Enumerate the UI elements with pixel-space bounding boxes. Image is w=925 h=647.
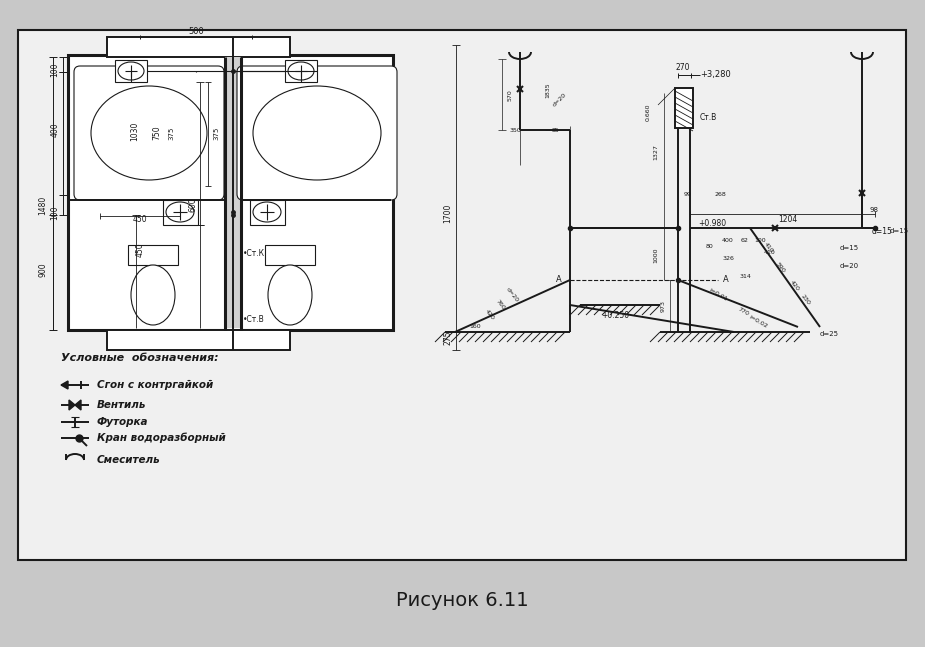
Text: Кран водоразборный: Кран водоразборный <box>97 433 226 443</box>
Text: 410: 410 <box>764 250 776 256</box>
Ellipse shape <box>166 202 194 222</box>
Ellipse shape <box>118 62 144 80</box>
Bar <box>18 30 906 560</box>
Text: 600: 600 <box>189 198 198 212</box>
Bar <box>265 245 315 265</box>
Ellipse shape <box>268 265 312 325</box>
Text: +3,280: +3,280 <box>700 71 731 80</box>
Text: d=15: d=15 <box>840 245 859 251</box>
Ellipse shape <box>253 86 381 180</box>
Text: Вентиль: Вентиль <box>97 400 146 410</box>
Text: i=0.01: i=0.01 <box>708 288 728 302</box>
Bar <box>107 37 290 57</box>
Text: 98: 98 <box>870 207 879 213</box>
Text: 770: 770 <box>736 307 749 317</box>
Bar <box>285 60 317 82</box>
Text: 275: 275 <box>443 331 452 345</box>
Text: i=0.02: i=0.02 <box>747 314 769 329</box>
Bar <box>128 245 178 265</box>
Text: d=20: d=20 <box>505 287 519 303</box>
Text: Футорка: Футорка <box>97 417 149 427</box>
Text: 1480: 1480 <box>39 195 47 215</box>
Text: 1000: 1000 <box>653 247 659 263</box>
Text: 450: 450 <box>135 243 144 258</box>
Text: 420: 420 <box>485 309 496 321</box>
Text: 750: 750 <box>153 126 162 140</box>
Text: 1327: 1327 <box>653 144 659 160</box>
Bar <box>68 55 393 330</box>
Text: 62: 62 <box>741 237 749 243</box>
Polygon shape <box>69 400 75 410</box>
Text: 420: 420 <box>789 280 801 292</box>
Polygon shape <box>75 400 81 410</box>
Text: 410: 410 <box>762 242 773 254</box>
FancyBboxPatch shape <box>237 66 397 200</box>
Bar <box>115 60 147 82</box>
Text: 230: 230 <box>799 294 810 306</box>
Text: Ст.В: Ст.В <box>700 113 717 122</box>
Text: 900: 900 <box>39 263 47 278</box>
Polygon shape <box>61 381 68 389</box>
Text: Условные  обозначения:: Условные обозначения: <box>61 353 219 363</box>
Text: d=20: d=20 <box>552 92 568 108</box>
Text: 100: 100 <box>51 206 59 220</box>
Text: d=15: d=15 <box>890 228 909 234</box>
Text: 99: 99 <box>684 193 692 197</box>
Text: 1204: 1204 <box>778 215 797 225</box>
Bar <box>250 200 285 225</box>
Text: Рисунок 6.11: Рисунок 6.11 <box>396 591 528 609</box>
Ellipse shape <box>131 265 175 325</box>
Text: 570: 570 <box>508 89 512 101</box>
Text: Сгон с контргайкой: Сгон с контргайкой <box>97 380 214 390</box>
Text: •Ст.В: •Ст.В <box>243 316 265 325</box>
Text: 500: 500 <box>188 28 204 36</box>
Text: Смеситель: Смеситель <box>97 455 161 465</box>
Text: 100: 100 <box>754 237 766 243</box>
Text: 0.660: 0.660 <box>646 104 650 121</box>
Text: 400: 400 <box>722 237 734 243</box>
Text: 400: 400 <box>51 123 59 137</box>
Text: 375: 375 <box>168 126 174 140</box>
Bar <box>225 57 241 328</box>
Text: 590: 590 <box>774 262 785 274</box>
Text: 100: 100 <box>51 63 59 77</box>
Text: 268: 268 <box>714 193 726 197</box>
Ellipse shape <box>91 86 207 180</box>
Text: 1835: 1835 <box>546 82 550 98</box>
Text: 450: 450 <box>132 215 147 225</box>
Bar <box>675 88 693 128</box>
Text: 326: 326 <box>722 256 734 261</box>
FancyBboxPatch shape <box>74 66 224 200</box>
Text: A: A <box>723 276 729 285</box>
Ellipse shape <box>288 62 314 80</box>
Text: 375: 375 <box>213 126 219 140</box>
Text: d=15: d=15 <box>872 228 893 237</box>
Text: 314: 314 <box>739 274 751 278</box>
Text: 270: 270 <box>676 63 690 72</box>
Text: 1700: 1700 <box>443 203 452 223</box>
Ellipse shape <box>253 202 281 222</box>
Text: d=20: d=20 <box>840 263 859 269</box>
Text: +0.250: +0.250 <box>601 311 629 320</box>
Text: 160: 160 <box>469 325 481 329</box>
Bar <box>107 330 290 350</box>
Text: 973: 973 <box>660 300 665 312</box>
Text: A: A <box>556 276 562 285</box>
Text: +0.980: +0.980 <box>698 219 726 228</box>
Text: 1030: 1030 <box>130 122 140 140</box>
Bar <box>163 200 198 225</box>
Text: 350: 350 <box>509 127 521 133</box>
Text: d=25: d=25 <box>820 331 839 337</box>
Text: 760: 760 <box>495 299 506 311</box>
Text: 85: 85 <box>551 127 559 133</box>
Text: •Ст.К: •Ст.К <box>243 250 265 259</box>
Text: 80: 80 <box>706 243 714 248</box>
